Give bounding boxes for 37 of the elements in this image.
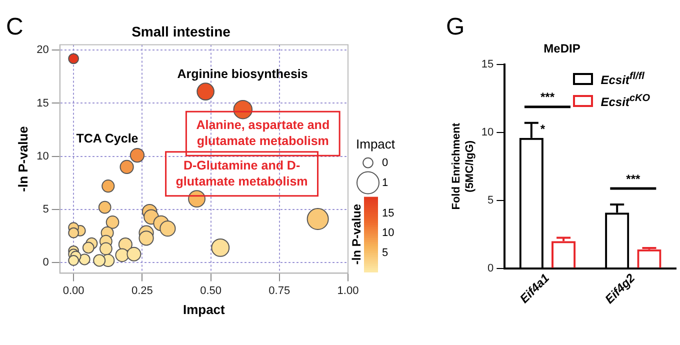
y-tick-label: 5 [488, 194, 494, 206]
annotation: Alanine, aspartate and glutamate metabolism [196, 118, 330, 148]
legend-label: 0 [382, 156, 388, 169]
legend-label: Ecsit$^{fl/fl}$ [600, 71, 644, 87]
annotation: D-Glutamine and D-glutamate metabolism [176, 158, 308, 188]
y-tick-label: 15 [481, 58, 494, 70]
y-tick-label: 0 [488, 262, 494, 274]
color-bar-label: 5 [382, 246, 388, 259]
annotation: * [540, 122, 546, 136]
annotation: TCA Cycle [76, 132, 138, 146]
legend-label: Ecsit$^{cKO}$ [600, 93, 650, 109]
annotation: *** [626, 172, 640, 186]
color-bar-title: -ln P-value [349, 204, 364, 265]
annotation: Arginine biosynthesis [177, 66, 308, 81]
text: G [446, 14, 465, 41]
color-bar-label: 15 [382, 207, 394, 220]
x-tick-label: 0.75 [268, 284, 290, 297]
y-tick-label: 0 [42, 256, 49, 269]
y-tick-label: 20 [36, 44, 49, 56]
x-tick-label: 0.50 [200, 284, 222, 297]
x-tick-label: 0.00 [62, 284, 84, 297]
y-tick-label: 10 [481, 126, 494, 138]
y-axis-title: Fold Enrichment (5MC/IgG) [450, 122, 476, 210]
chart-title: MeDIP [544, 42, 580, 56]
color-bar-label: 10 [382, 227, 394, 240]
legend-label: 1 [382, 176, 388, 189]
annotation: *** [540, 90, 555, 104]
x-axis-title: Impact [182, 302, 226, 317]
x-tick-label: 1.00 [337, 284, 359, 297]
y-tick-label: 5 [42, 203, 49, 216]
legend-title: Impact [356, 136, 396, 152]
y-tick-label: 15 [36, 97, 49, 110]
chart-title: Small intestine [132, 23, 231, 40]
text: C [6, 14, 24, 41]
x-tick-label: 0.25 [131, 284, 153, 297]
y-axis-title: -ln P-value [15, 126, 30, 192]
y-tick-label: 10 [36, 150, 49, 162]
